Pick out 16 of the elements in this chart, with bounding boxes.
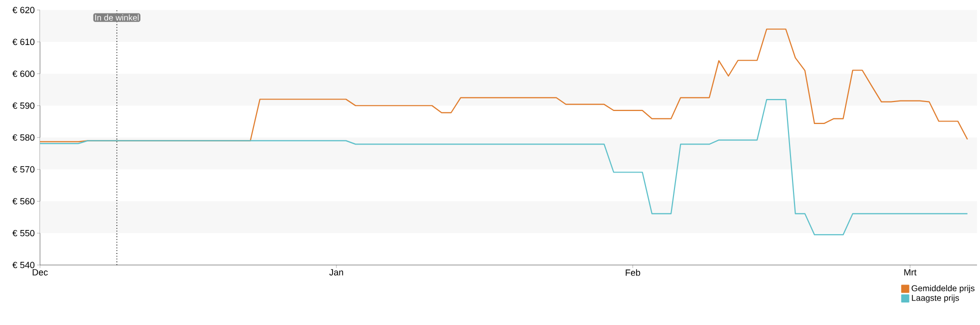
y-tick-label: € 590 xyxy=(12,102,34,109)
y-tick-label: € 550 xyxy=(12,230,34,236)
y-tick-label: € 540 xyxy=(12,262,34,268)
x-tick-label: Mrt xyxy=(904,269,916,276)
y-tick-label: € 620 xyxy=(12,6,34,14)
legend-label: Laagste prijs xyxy=(912,294,959,303)
y-tick-label: € 570 xyxy=(12,166,34,173)
y-tick-label: € 580 xyxy=(12,134,34,141)
x-tick-label: Jan xyxy=(329,269,344,276)
y-tick-label: € 560 xyxy=(12,198,34,204)
y-tick-label: € 610 xyxy=(12,38,34,46)
x-tick-label: Dec xyxy=(32,269,48,276)
annotation: In de winkel xyxy=(95,14,139,21)
legend-label: Gemiddelde prijs xyxy=(912,285,974,293)
y-tick-label: € 600 xyxy=(12,70,34,77)
x-tick-label: Feb xyxy=(626,269,640,276)
